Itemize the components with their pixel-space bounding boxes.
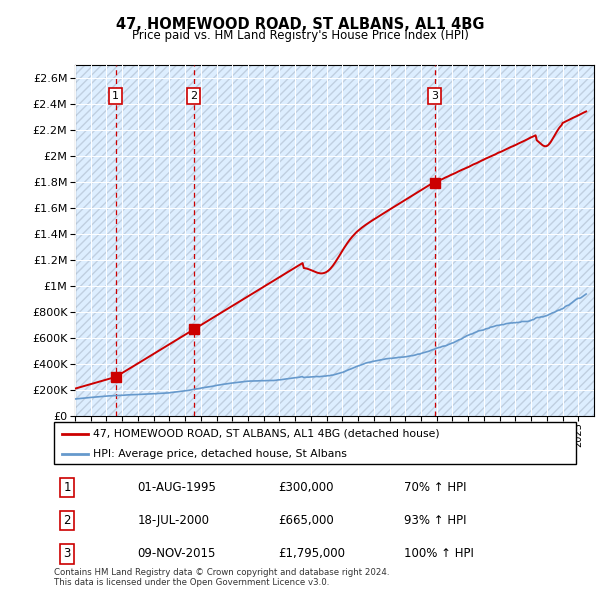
Text: HPI: Average price, detached house, St Albans: HPI: Average price, detached house, St A… (93, 449, 347, 458)
Text: 09-NOV-2015: 09-NOV-2015 (137, 547, 216, 560)
Text: 93% ↑ HPI: 93% ↑ HPI (404, 514, 466, 527)
Text: £1,795,000: £1,795,000 (278, 547, 346, 560)
Text: £665,000: £665,000 (278, 514, 334, 527)
Text: 18-JUL-2000: 18-JUL-2000 (137, 514, 209, 527)
Text: 2: 2 (64, 514, 71, 527)
Text: Price paid vs. HM Land Registry's House Price Index (HPI): Price paid vs. HM Land Registry's House … (131, 30, 469, 42)
Text: 47, HOMEWOOD ROAD, ST ALBANS, AL1 4BG (detached house): 47, HOMEWOOD ROAD, ST ALBANS, AL1 4BG (d… (93, 429, 440, 439)
Text: 47, HOMEWOOD ROAD, ST ALBANS, AL1 4BG: 47, HOMEWOOD ROAD, ST ALBANS, AL1 4BG (116, 17, 484, 31)
Text: 1: 1 (64, 481, 71, 494)
Text: 70% ↑ HPI: 70% ↑ HPI (404, 481, 466, 494)
Text: 01-AUG-1995: 01-AUG-1995 (137, 481, 217, 494)
Text: Contains HM Land Registry data © Crown copyright and database right 2024.
This d: Contains HM Land Registry data © Crown c… (54, 568, 389, 587)
Text: 3: 3 (431, 91, 438, 101)
Text: 100% ↑ HPI: 100% ↑ HPI (404, 547, 473, 560)
Text: 2: 2 (190, 91, 197, 101)
Text: 3: 3 (64, 547, 71, 560)
Text: 1: 1 (112, 91, 119, 101)
FancyBboxPatch shape (54, 422, 576, 464)
Text: £300,000: £300,000 (278, 481, 334, 494)
